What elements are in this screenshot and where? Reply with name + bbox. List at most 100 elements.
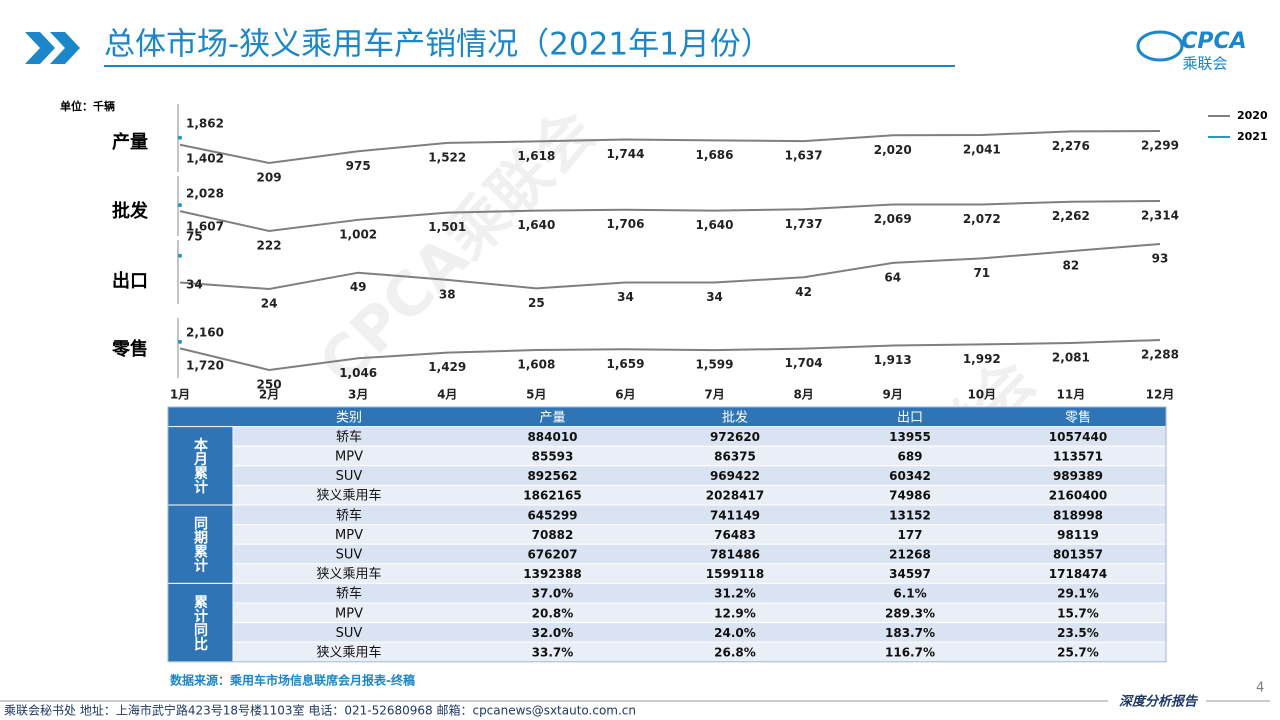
data-label: 2,314 xyxy=(1141,209,1179,223)
table-cell: 70882 xyxy=(532,528,574,542)
data-label: 1,686 xyxy=(696,148,734,162)
data-label: 2,028 xyxy=(186,187,224,201)
legend-label: 2020 xyxy=(1237,109,1268,122)
panel-title: 批发 xyxy=(112,200,149,222)
table-header: 零售 xyxy=(1065,409,1091,425)
table-cell: 6.1% xyxy=(893,587,926,601)
table-cell: 轿车 xyxy=(336,507,362,523)
data-label: 2,041 xyxy=(963,142,1001,156)
table-row-bg xyxy=(232,465,1167,486)
data-label: 93 xyxy=(1152,252,1169,266)
table-cell: 289.3% xyxy=(885,606,935,620)
table-cell: 狭义乘用车 xyxy=(316,488,381,504)
series-line xyxy=(179,200,1161,233)
table-cell: 801357 xyxy=(1053,548,1103,562)
footer-address: 乘联会秘书处 地址：上海市武宁路423号18号楼1103室 电话：021-526… xyxy=(4,703,636,718)
logo-ring xyxy=(1136,30,1184,62)
data-label: 1,744 xyxy=(606,147,644,161)
data-label: 34 xyxy=(617,290,634,304)
data-label: 1,913 xyxy=(874,353,912,367)
x-tick-label: 8月 xyxy=(793,388,813,402)
data-label: 1,599 xyxy=(696,358,734,372)
table-cell: 1599118 xyxy=(706,567,764,581)
report-tag: 深度分析报告 xyxy=(1119,694,1199,710)
table-cell: SUV xyxy=(336,469,363,484)
table-cell: 23.5% xyxy=(1057,626,1099,640)
group-cell-bg xyxy=(167,504,234,584)
table-cell: 轿车 xyxy=(336,586,362,602)
data-label: 1,002 xyxy=(339,227,377,241)
table-row-bg xyxy=(232,622,1167,643)
data-label: 24 xyxy=(261,297,278,311)
panel-title: 出口 xyxy=(112,270,148,292)
group-label: 本月累计 xyxy=(192,437,209,495)
table-cell: 892562 xyxy=(527,469,577,483)
data-label: 2,069 xyxy=(874,212,912,226)
data-label: 1,402 xyxy=(186,152,224,166)
data-label: 1,704 xyxy=(785,356,823,370)
data-label: 1,706 xyxy=(606,217,644,231)
table-row-bg xyxy=(232,582,1167,604)
title-icon xyxy=(25,32,80,64)
series-point xyxy=(178,203,182,208)
table-cell: 狭义乘用车 xyxy=(316,566,381,582)
data-label: 250 xyxy=(257,378,282,392)
data-label: 34 xyxy=(706,290,723,304)
table-cell: 741149 xyxy=(710,508,760,522)
table-row-bg xyxy=(232,504,1167,526)
data-label: 1,640 xyxy=(517,218,555,232)
table-cell: 818998 xyxy=(1053,508,1103,522)
table-cell: 2160400 xyxy=(1049,489,1107,503)
source-note: 数据来源：乘用车市场信息联席会月报表-终稿 xyxy=(170,673,415,688)
table-row-bg xyxy=(232,524,1167,545)
panel-title: 零售 xyxy=(111,338,148,360)
panel-title: 产量 xyxy=(112,131,148,153)
table-header: 批发 xyxy=(722,409,748,425)
data-label: 1,607 xyxy=(186,220,224,234)
x-tick-label: 6月 xyxy=(615,388,635,402)
logo-abbr: CPCA xyxy=(1181,29,1246,54)
group-cell-bg xyxy=(167,426,234,506)
data-label: 2,299 xyxy=(1141,139,1179,153)
table-cell: 34597 xyxy=(889,567,931,581)
data-label: 2,288 xyxy=(1141,348,1179,362)
table-cell: 972620 xyxy=(710,430,760,444)
table-cell: 1862165 xyxy=(523,489,581,503)
table-header-bg xyxy=(168,407,1166,427)
data-label: 1,720 xyxy=(186,359,224,373)
table-cell: 33.7% xyxy=(532,646,574,660)
data-label: 1,640 xyxy=(696,218,734,232)
table-row-bg xyxy=(232,543,1167,565)
table-cell: 177 xyxy=(897,528,922,542)
x-tick-label: 12月 xyxy=(1146,388,1175,402)
unit-label: 单位：千辆 xyxy=(60,99,115,113)
x-tick-label: 5月 xyxy=(526,388,546,402)
table-cell: SUV xyxy=(336,548,363,563)
table-cell: 689 xyxy=(897,450,922,464)
table-cell: 1718474 xyxy=(1049,567,1107,581)
x-tick-label: 4月 xyxy=(437,388,457,402)
x-tick-label: 7月 xyxy=(704,388,724,402)
table-cell: 37.0% xyxy=(532,587,574,601)
data-label: 1,046 xyxy=(339,366,377,380)
group-label: 同期累计 xyxy=(192,516,208,573)
data-label: 49 xyxy=(350,280,367,294)
series-point xyxy=(178,135,182,140)
series-line xyxy=(179,243,1161,291)
table-cell: MPV xyxy=(335,528,363,543)
table-cell: 24.0% xyxy=(714,626,756,640)
table-cell: 76483 xyxy=(714,528,756,542)
table-row-bg xyxy=(232,602,1167,624)
data-label: 1,737 xyxy=(785,217,823,231)
data-label: 1,618 xyxy=(517,149,555,163)
table-header: 类别 xyxy=(336,410,362,425)
table-cell: 2028417 xyxy=(706,489,764,503)
data-label: 64 xyxy=(884,270,901,284)
table-cell: 31.2% xyxy=(714,587,756,601)
series-point xyxy=(178,253,182,258)
data-label: 1,992 xyxy=(963,352,1001,366)
table-cell: 86375 xyxy=(714,450,756,464)
logo-name: 乘联会 xyxy=(1182,55,1227,73)
series-line xyxy=(179,339,1161,372)
